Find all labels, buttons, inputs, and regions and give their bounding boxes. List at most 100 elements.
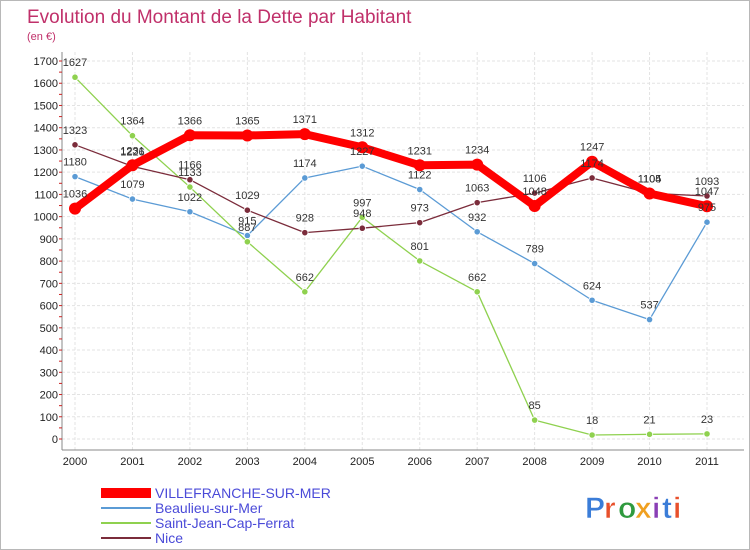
data-label: 932 [468, 212, 486, 224]
data-point [703, 192, 711, 200]
y-tick-label: 300 [40, 367, 58, 379]
y-tick-label: 800 [40, 256, 58, 268]
data-label: 1093 [695, 176, 719, 188]
data-point [126, 159, 139, 172]
data-point [183, 129, 196, 142]
data-point [358, 213, 366, 221]
data-label: 948 [353, 208, 371, 220]
data-label: 1227 [350, 146, 374, 158]
proxiti-logo: Pr ox i t i [585, 492, 682, 526]
legend-item: VILLEFRANCHE-SUR-MER [101, 485, 331, 501]
data-label: 1047 [695, 186, 719, 198]
data-label: 1323 [63, 125, 87, 137]
x-tick-label: 2010 [637, 456, 661, 468]
data-point [128, 195, 137, 203]
data-label: 887 [238, 222, 256, 234]
x-tick-label: 2000 [63, 456, 87, 468]
data-point [358, 162, 366, 170]
data-label: 789 [525, 244, 543, 256]
logo-letter: t [662, 492, 672, 525]
logo-letter: P [585, 492, 605, 525]
data-point [243, 206, 251, 214]
data-point [416, 257, 424, 265]
data-point [473, 199, 481, 207]
x-tick-label: 2007 [465, 456, 489, 468]
logo-letter: o [618, 492, 636, 525]
data-label: 997 [353, 197, 371, 209]
legend-item: Saint-Jean-Cap-Ferrat [101, 515, 294, 531]
y-tick-label: 1700 [34, 56, 58, 68]
x-tick-label: 2009 [580, 456, 604, 468]
legend-item: Beaulieu-sur-Mer [101, 500, 263, 516]
series-beaulieu-sur-mer [71, 162, 711, 324]
data-label: 975 [698, 202, 716, 214]
data-point [588, 174, 596, 182]
y-tick-label: 0 [52, 434, 58, 446]
legend-label: Saint-Jean-Cap-Ferrat [155, 515, 294, 531]
data-label: 915 [238, 216, 256, 228]
data-point [586, 155, 599, 168]
plot-background [62, 52, 744, 450]
data-point [531, 416, 539, 424]
data-point [186, 176, 194, 184]
data-point [643, 187, 656, 200]
data-label: 1366 [178, 115, 202, 127]
data-label: 928 [296, 213, 314, 225]
x-tick-label: 2006 [407, 456, 431, 468]
data-label: 85 [529, 400, 541, 412]
data-label: 1234 [465, 145, 489, 157]
data-point [528, 199, 541, 212]
series-villefranche-sur-mer [69, 128, 713, 215]
data-label: 1226 [120, 146, 144, 158]
chart-subtitle: (en €) [27, 31, 56, 43]
data-label: 973 [411, 203, 429, 215]
x-tick-label: 2011 [695, 456, 719, 468]
data-label: 624 [583, 280, 601, 292]
data-label: 18 [586, 415, 598, 427]
data-label: 662 [296, 272, 314, 284]
data-labels: 1036 1231 1366 1365 1371 1312 1231 1234 1048 1247… [63, 114, 719, 200]
data-label: 662 [468, 272, 486, 284]
y-tick-label: 600 [40, 301, 58, 313]
data-labels: 1180 1079 1022 915 1174 1227 1122 932 789 624 537 9… [63, 146, 716, 311]
data-label: 1312 [350, 127, 374, 139]
x-tick-label: 2005 [350, 456, 374, 468]
series-line [74, 165, 708, 321]
data-point [531, 189, 539, 197]
series-line [74, 76, 708, 436]
data-label: 801 [411, 241, 429, 253]
logo-letter: i [673, 492, 681, 525]
data-point [703, 218, 711, 226]
y-tick-label: 700 [40, 278, 58, 290]
data-point [69, 202, 81, 215]
data-label: 1166 [178, 160, 202, 172]
y-tick-label: 500 [40, 323, 58, 335]
data-point [645, 430, 654, 438]
data-point [301, 288, 309, 296]
data-point [413, 159, 426, 172]
data-point [71, 141, 79, 149]
y-tick-label: 1200 [34, 167, 58, 179]
x-tick-label: 2004 [293, 456, 317, 468]
y-tick-label: 900 [40, 234, 58, 246]
data-point [703, 430, 711, 438]
data-point [588, 296, 596, 304]
y-tick-label: 1500 [34, 100, 58, 112]
x-tick-label: 2003 [235, 456, 259, 468]
y-tick-label: 1300 [34, 145, 58, 157]
data-point [241, 129, 254, 142]
plot-area: 0 100 200 300 400 500 600 700 800 900 1000 1100 1200… [34, 52, 744, 468]
legend: VILLEFRANCHE-SUR-MERBeaulieu-sur-MerSain… [101, 485, 331, 546]
y-tick-label: 1100 [34, 189, 58, 201]
data-point [588, 431, 596, 439]
data-label: 1174 [580, 158, 604, 170]
data-point [128, 132, 137, 140]
data-label: 1048 [522, 186, 546, 198]
data-point [531, 259, 539, 268]
data-point [473, 288, 481, 296]
series-saint-jean-cap-ferrat [71, 73, 711, 439]
data-point [416, 219, 424, 227]
data-point [701, 200, 713, 213]
x-tick-label: 2001 [120, 456, 144, 468]
legend-label: Beaulieu-sur-Mer [155, 500, 263, 516]
